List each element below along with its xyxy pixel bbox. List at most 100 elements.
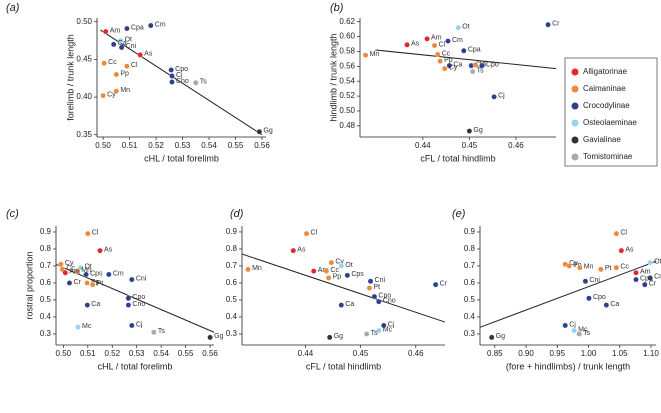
point-label: Ts bbox=[583, 330, 591, 337]
y-tick-label: 0.50 bbox=[339, 106, 355, 115]
point-label: Cc bbox=[66, 265, 75, 272]
point-label: Pp bbox=[573, 262, 582, 269]
y-tick-label: 0.52 bbox=[339, 91, 355, 100]
data-point bbox=[586, 295, 592, 301]
legend-label: Crocodylinae bbox=[583, 101, 630, 110]
point-label: Cni bbox=[375, 277, 386, 284]
point-label: Ot bbox=[125, 36, 132, 43]
point-label: Ts bbox=[200, 79, 208, 86]
point-label: Ca bbox=[91, 301, 100, 308]
data-point bbox=[328, 259, 335, 266]
panel-label: (a) bbox=[6, 2, 20, 14]
x-tick-label: 1.10 bbox=[643, 349, 659, 358]
y-tick-label: 0.48 bbox=[339, 121, 355, 130]
data-point bbox=[256, 128, 263, 135]
data-point bbox=[75, 324, 81, 330]
panel-label: (b) bbox=[330, 2, 344, 14]
point-label: Cm bbox=[654, 274, 661, 281]
data-point bbox=[303, 230, 310, 237]
panel-label: (c) bbox=[6, 208, 19, 220]
x-tick-label: 0.54 bbox=[201, 141, 217, 150]
data-point bbox=[124, 63, 130, 69]
point-label: Gg bbox=[473, 127, 482, 134]
x-axis-label: cFL / total hindlimb bbox=[420, 153, 495, 163]
data-point bbox=[129, 322, 135, 329]
y-tick-label: 0.8 bbox=[464, 244, 476, 253]
regression-line bbox=[55, 263, 215, 333]
point-label: Cr bbox=[440, 280, 448, 287]
point-label: Cc bbox=[442, 50, 451, 57]
point-label: Pt bbox=[605, 265, 612, 272]
data-point bbox=[647, 259, 653, 266]
data-point bbox=[124, 25, 130, 32]
panel: (e) 0.85 0.90 0.95 1.00 1.05 1.10 0.3 0.4 0.5 0.6 0… bbox=[452, 208, 661, 371]
y-tick-label: 0.9 bbox=[226, 227, 238, 236]
point-label: Cni bbox=[126, 43, 137, 50]
y-tick-label: 0.9 bbox=[40, 227, 52, 236]
point-label: Ca bbox=[453, 61, 462, 68]
x-axis-label: cFL / total hindlimb bbox=[306, 361, 381, 371]
point-label: Cl bbox=[620, 229, 627, 236]
point-label: Cy bbox=[107, 91, 116, 98]
y-tick-label: 0.4 bbox=[464, 312, 476, 321]
y-tick-label: 0.9 bbox=[464, 227, 476, 236]
point-label: Cm bbox=[452, 37, 463, 44]
x-axis-label: (fore + hindlimbs) / trunk length bbox=[506, 361, 630, 371]
data-point bbox=[113, 88, 120, 94]
y-tick-label: 0.7 bbox=[464, 261, 476, 270]
point-label: Cy bbox=[449, 64, 458, 71]
data-point bbox=[338, 263, 345, 269]
y-tick-label: 0.6 bbox=[226, 278, 238, 287]
x-tick-label: 0.52 bbox=[148, 141, 164, 150]
y-tick-label: 0.6 bbox=[40, 278, 52, 287]
y-tick-label: 0.3 bbox=[226, 329, 238, 338]
point-label: Gg bbox=[263, 128, 272, 135]
point-label: Cj bbox=[498, 93, 505, 100]
x-tick-label: 0.55 bbox=[228, 141, 244, 150]
data-point bbox=[431, 42, 438, 49]
point-label: Am bbox=[640, 269, 651, 276]
data-point bbox=[169, 79, 175, 85]
data-point bbox=[151, 329, 157, 335]
point-label: Pp bbox=[444, 57, 453, 64]
data-point bbox=[642, 281, 648, 288]
y-tick-label: 0.40 bbox=[76, 92, 92, 101]
y-tick-label: 0.7 bbox=[226, 261, 238, 270]
point-label: Pt bbox=[373, 284, 380, 291]
point-label: Mc bbox=[383, 326, 393, 333]
data-point bbox=[566, 263, 572, 269]
data-point bbox=[603, 302, 610, 308]
y-tick-label: 0.62 bbox=[339, 17, 355, 26]
y-tick-label: 0.5 bbox=[40, 295, 52, 304]
point-label: Cpo bbox=[378, 292, 391, 299]
x-tick-label: 0.53 bbox=[175, 141, 191, 150]
point-label: Cr bbox=[649, 280, 657, 287]
data-point bbox=[58, 261, 64, 267]
point-label: Mn bbox=[370, 51, 380, 58]
point-label: Ot bbox=[84, 263, 91, 270]
data-point bbox=[577, 264, 583, 271]
point-label: Mc bbox=[82, 323, 92, 330]
x-tick-label: 1.05 bbox=[612, 349, 628, 358]
panel-label: (d) bbox=[230, 208, 244, 220]
point-label: Pt bbox=[97, 280, 104, 287]
data-point bbox=[323, 268, 330, 274]
x-tick-label: 0.56 bbox=[254, 141, 270, 150]
legend-label: Gavialinae bbox=[583, 135, 621, 144]
point-label: Cj bbox=[388, 321, 395, 328]
data-point bbox=[97, 247, 103, 254]
x-tick-label: 0.44 bbox=[298, 349, 314, 358]
point-label: Mc bbox=[578, 326, 588, 333]
point-label: Cl bbox=[131, 62, 138, 69]
point-label: Pp bbox=[91, 279, 100, 286]
data-point bbox=[466, 128, 473, 134]
point-label: Cl bbox=[311, 229, 318, 236]
data-point bbox=[338, 302, 345, 308]
x-tick-label: 0.85 bbox=[487, 349, 503, 358]
point-label: Cr bbox=[552, 21, 560, 28]
x-tick-label: 0.51 bbox=[80, 349, 96, 358]
legend-marker bbox=[571, 102, 579, 110]
point-label: Cc bbox=[108, 59, 117, 66]
data-point bbox=[633, 276, 639, 283]
point-label: Ts bbox=[477, 67, 485, 74]
